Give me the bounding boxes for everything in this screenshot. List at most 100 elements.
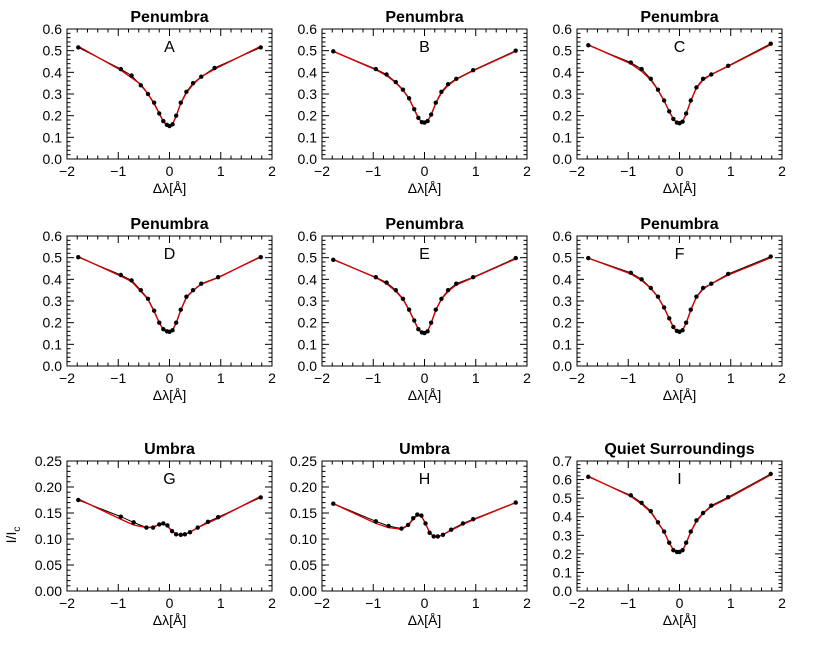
observed-data-point [145, 91, 151, 97]
observed-profile-line [333, 257, 516, 334]
y-tick-label: 0.3 [553, 86, 573, 102]
x-tick-label: −1 [365, 163, 381, 179]
observed-data-point [628, 270, 634, 276]
x-tick-label: −2 [59, 370, 75, 386]
y-tick-label: 0.1 [43, 336, 63, 352]
y-tick-label: 0.20 [290, 479, 317, 495]
observed-data-point [448, 527, 454, 532]
observed-data-point [384, 72, 389, 77]
y-tick-label: 0.20 [35, 479, 62, 495]
x-tick-label: −1 [620, 595, 636, 611]
observed-data-point [416, 115, 421, 121]
panel-a: −2 −1 0 1 2 0.0 0.1 0.2 0.3 0.4 0.5 0.6 Penumbra A Δλ[… [43, 9, 277, 196]
x-tick-label: −1 [365, 370, 381, 386]
y-tick-label: 0.3 [298, 86, 318, 102]
y-tick-label: 0.6 [43, 228, 63, 244]
y-tick-label: 0.4 [298, 271, 318, 287]
x-tick-label: −2 [569, 595, 585, 611]
observed-data-point [150, 525, 156, 530]
observed-data-point [157, 320, 162, 325]
observed-data-point [700, 285, 706, 291]
panel-b: −2 −1 0 1 2 0.0 0.1 0.2 0.3 0.4 0.5 0.6 Penumbra B Δλ[… [298, 9, 532, 196]
observed-data-point [187, 530, 193, 535]
y-tick-label: 0.3 [43, 293, 63, 309]
panel-title: Penumbra [385, 9, 463, 26]
y-tick-label: 0.2 [553, 315, 573, 331]
y-tick-label: 0.5 [553, 43, 573, 59]
observed-data-point [694, 518, 699, 523]
observed-data-point [513, 48, 518, 53]
observed-data-point [639, 500, 644, 505]
panel-letter: E [419, 246, 430, 263]
observed-data-point [655, 520, 661, 525]
x-tick-label: 2 [778, 370, 786, 386]
observed-data-point [433, 307, 438, 312]
panel-letter: C [674, 39, 686, 56]
x-tick-label: −2 [314, 370, 330, 386]
fit-profile-line [588, 43, 772, 125]
observed-data-point [412, 106, 417, 112]
x-tick-label: 0 [676, 163, 684, 179]
y-tick-label: 0.2 [298, 108, 318, 124]
observed-data-point [639, 66, 644, 72]
observed-data-point [683, 540, 689, 545]
x-axis-label: Δλ[Å] [408, 612, 441, 628]
observed-data-point [688, 529, 693, 534]
x-tick-label: −1 [110, 163, 126, 179]
observed-data-point [173, 320, 179, 325]
x-tick-label: 1 [727, 595, 735, 611]
observed-data-point [384, 280, 389, 285]
fit-profile-line [77, 45, 262, 127]
shared-y-axis-label-subscript: c [12, 527, 23, 532]
observed-data-point [586, 255, 591, 261]
y-tick-label: 0.2 [553, 108, 573, 124]
y-tick-label: 0.1 [553, 129, 573, 145]
panel-letter: B [419, 39, 430, 56]
observed-data-point [586, 43, 591, 48]
y-tick-label: 0.3 [553, 293, 573, 309]
y-tick-label: 0.1 [298, 129, 318, 145]
shared-y-axis-label: I/Ic [3, 527, 23, 544]
observed-data-point [161, 326, 166, 332]
x-axis-label: Δλ[Å] [663, 387, 696, 403]
x-tick-label: 0 [421, 370, 429, 386]
observed-data-point [688, 307, 693, 312]
fit-profile-line [333, 50, 516, 124]
observed-data-point [440, 532, 446, 538]
panel-title: Umbra [399, 441, 450, 458]
observed-data-point [671, 116, 676, 122]
observed-data-point [205, 519, 211, 525]
y-tick-label: 0.15 [35, 505, 62, 521]
y-tick-label: 0.0 [298, 358, 318, 374]
fit-profile-line [77, 495, 262, 536]
observed-data-point [161, 521, 166, 526]
observed-data-point [173, 532, 179, 537]
observed-data-point [170, 122, 175, 127]
observed-data-point [145, 296, 151, 302]
observed-data-point [393, 79, 398, 85]
panel-title: Penumbra [130, 9, 208, 26]
observed-data-point [258, 495, 263, 500]
panel-letter: H [419, 471, 431, 488]
observed-data-point [628, 493, 634, 498]
x-tick-label: 1 [217, 163, 225, 179]
x-tick-label: −2 [569, 370, 585, 386]
observed-data-point [768, 471, 773, 477]
observed-data-point [157, 111, 162, 116]
observed-data-point [680, 547, 685, 553]
x-tick-label: −2 [314, 595, 330, 611]
x-tick-label: 2 [778, 595, 786, 611]
panel-letter: I [677, 471, 681, 488]
y-tick-label: 0.5 [43, 43, 63, 59]
y-tick-label: 0.10 [290, 531, 317, 547]
y-tick-label: 0.6 [43, 21, 63, 37]
x-axis-label: Δλ[Å] [153, 612, 186, 628]
observed-data-point [400, 296, 406, 302]
observed-data-point [151, 308, 157, 313]
observed-data-point [423, 521, 428, 526]
observed-data-point [178, 532, 183, 538]
panel-e: −2 −1 0 1 2 0.0 0.1 0.2 0.3 0.4 0.5 0.6 Penumbra E Δλ[… [298, 216, 532, 403]
observed-data-point [470, 274, 476, 280]
observed-data-point [683, 320, 689, 325]
